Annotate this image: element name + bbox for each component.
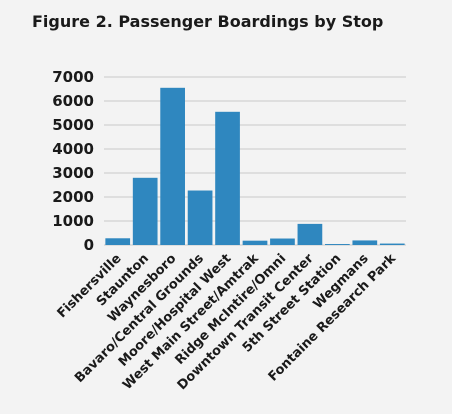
y-tick-label: 7000 bbox=[52, 68, 94, 86]
chart-title: Figure 2. Passenger Boardings by Stop bbox=[32, 12, 384, 31]
bar-downtown-transit-center bbox=[297, 223, 323, 245]
y-tick-label: 3000 bbox=[52, 164, 94, 182]
y-tick-label: 1000 bbox=[52, 212, 94, 230]
y-tick-label: 4000 bbox=[52, 140, 94, 158]
bar-wegmans bbox=[352, 240, 378, 245]
bar-bavaro-central-grounds bbox=[187, 190, 213, 245]
bar-ridge-mcintire-omni bbox=[270, 238, 295, 245]
bar-fishersville bbox=[105, 238, 131, 245]
bars bbox=[105, 87, 405, 245]
y-axis-tick-labels: 0 1000 2000 3000 4000 5000 6000 7000 bbox=[52, 68, 94, 254]
bar-waynesboro bbox=[160, 87, 185, 245]
y-tick-label: 5000 bbox=[52, 116, 94, 134]
bar-moore-hospital-west bbox=[215, 111, 240, 245]
bar-5th-street-station bbox=[325, 244, 350, 245]
bar-west-main-street-amtrak bbox=[242, 240, 268, 245]
bar-fontaine-research-park bbox=[379, 243, 405, 245]
x-axis-category-labels: FishersvilleStauntonWaynesboroBavaro/Cen… bbox=[55, 251, 400, 393]
y-tick-label: 6000 bbox=[52, 92, 94, 110]
y-tick-label: 2000 bbox=[52, 188, 94, 206]
y-tick-label: 0 bbox=[84, 236, 94, 254]
bar-staunton bbox=[132, 177, 158, 245]
